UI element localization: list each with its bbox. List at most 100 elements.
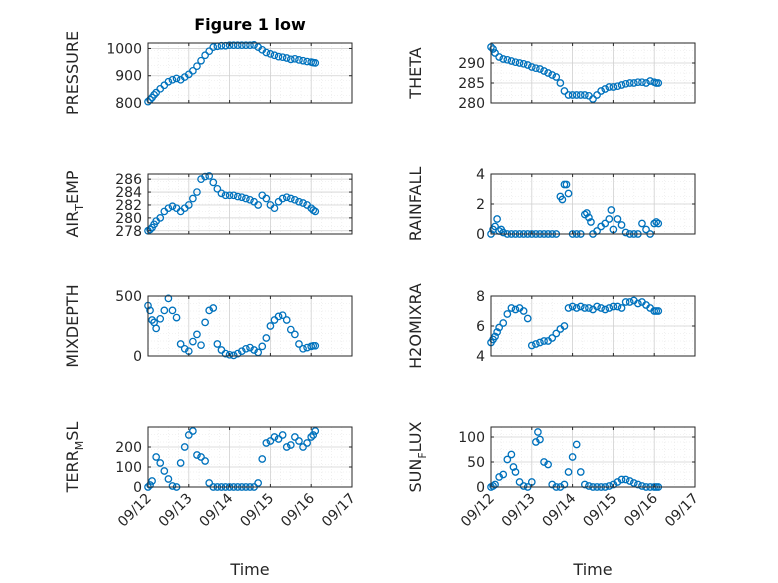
axes-box [147,295,353,357]
data-point [585,304,593,312]
data-point [205,306,214,315]
data-point [311,427,320,435]
data-point [184,431,193,439]
data-point [176,340,185,348]
data-point [201,51,209,60]
data-point [193,188,201,196]
data-point [262,48,271,57]
data-point [613,302,622,311]
data-point [176,459,185,467]
data-point [560,480,569,489]
data-point [572,440,581,449]
data-point [503,55,512,64]
data-point [156,314,165,323]
data-point [299,199,307,207]
data-point [148,477,156,485]
data-point [605,215,614,223]
data-point [532,340,540,348]
data-point [515,59,524,67]
data-point [638,482,646,490]
data-point [168,202,177,211]
data-point [621,228,630,237]
data-point [605,83,614,91]
data-point [593,302,601,311]
data-point [146,225,154,234]
data-point [503,455,512,464]
data-point [291,195,299,204]
y-tick-label: 100 [115,460,142,476]
x-tick-label: 09/17 [319,491,359,531]
data-point [560,87,569,95]
data-point [572,304,581,312]
data-point [233,41,242,50]
data-point [291,330,299,339]
data-point [650,219,659,228]
data-point [491,49,499,57]
data-point [225,41,234,50]
axes-box [147,173,353,235]
data-point [278,53,287,62]
x-tick-label: 09/15 [580,491,620,531]
data-point [282,193,291,202]
data-point [489,45,497,53]
data-point [299,56,307,65]
data-point [548,334,557,342]
x-tick-label: 09/13 [499,491,539,531]
data-point [168,306,177,315]
data-point [270,204,279,213]
data-point [172,313,181,322]
data-point [540,67,548,75]
data-point [503,310,512,318]
data-point [311,59,320,67]
data-point [638,78,646,87]
data-point [246,195,254,204]
x-tick-label: 09/12 [458,491,498,531]
data-point [568,302,577,311]
data-point [507,450,516,459]
data-point [262,439,271,447]
data-point [617,221,626,229]
y-tick-label: 0 [133,349,142,365]
data-point [625,477,634,485]
data-point [250,346,258,354]
data-point [307,433,316,441]
y-tick-label: 900 [115,69,142,85]
data-point [164,77,173,86]
y-axis-label: AIRTEMP [63,170,86,237]
data-point [613,215,622,223]
subplot-pressure: 800 900 1000 PRESSURE [63,31,353,115]
data-point [523,314,532,323]
data-point [607,206,616,214]
data-point [164,204,173,213]
data-point [491,332,499,341]
data-point [548,71,557,79]
data-point [180,443,189,451]
data-point [266,322,275,330]
y-tick-label: 286 [115,172,142,188]
data-point [150,90,158,99]
data-point [282,54,291,62]
data-point [491,480,499,489]
data-point [282,316,291,324]
y-axis-label: TERRMSL [63,422,86,494]
data-point [278,431,287,439]
data-point [621,475,630,484]
x-tick-label: 09/13 [156,491,196,531]
y-tick-label: 4 [476,167,485,183]
data-point [532,64,540,73]
data-point [270,433,279,441]
data-point [495,53,504,61]
data-point [146,481,154,489]
y-tick-label: 6 [476,319,485,335]
y-tick-label: 1000 [106,41,142,57]
data-point [278,194,287,203]
data-point [205,47,214,56]
data-point [233,192,242,201]
x-tick-label: 09/16 [278,490,318,530]
data-point [286,55,295,64]
data-point [274,435,283,443]
data-point [217,189,226,198]
axes-box [490,42,696,104]
data-point [213,340,222,348]
